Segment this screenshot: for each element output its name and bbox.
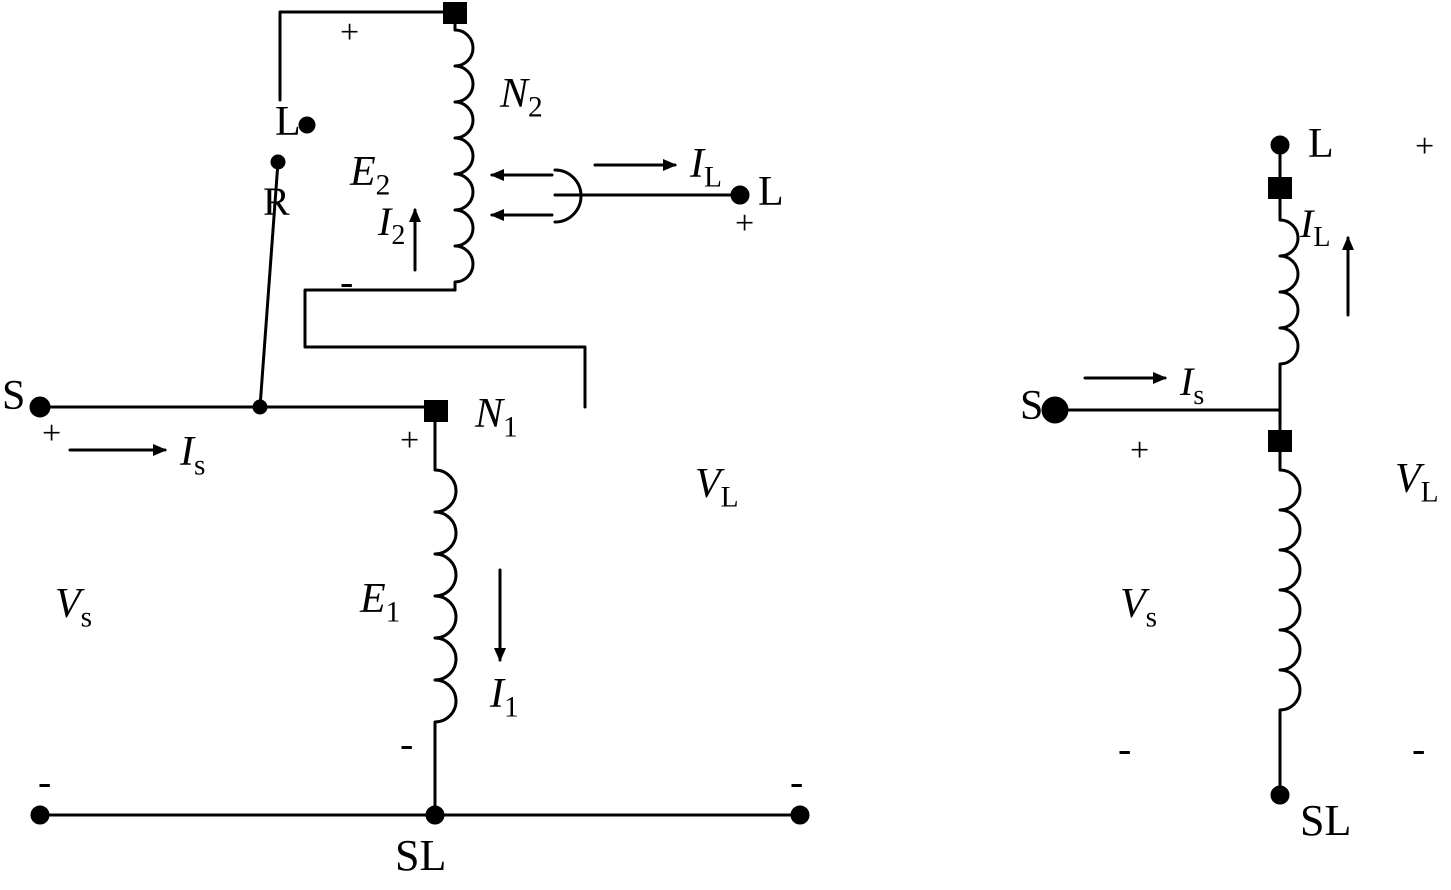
label-vl-right: VL	[1395, 455, 1439, 509]
polarity-dot-bottom-right	[1268, 430, 1292, 452]
label-il-sub: L	[704, 161, 722, 193]
label-il-right-sub: L	[1313, 222, 1330, 253]
label-e1-base: E	[360, 576, 386, 622]
label-minus-s-right: -	[1118, 725, 1131, 772]
label-is-right-sub: s	[1193, 380, 1204, 411]
label-n1: N1	[475, 390, 518, 444]
label-l-right: L	[758, 168, 784, 216]
label-i2-base: I	[378, 199, 391, 244]
label-vs-right-base: V	[1120, 581, 1146, 627]
label-sl-left: SL	[395, 830, 446, 881]
label-n2-sub: 2	[528, 91, 543, 123]
label-n1-sub: 1	[503, 411, 518, 443]
label-plus-n2-top: +	[340, 14, 359, 52]
label-e1-sub: 1	[386, 596, 401, 628]
label-s-right: S	[1020, 382, 1043, 430]
label-vs-left: Vs	[55, 580, 92, 634]
label-sl-right: SL	[1300, 795, 1351, 846]
label-e2-sub: 2	[376, 169, 391, 201]
label-il-left: IL	[690, 140, 722, 194]
label-plus-s: +	[42, 415, 61, 453]
polarity-dot-n1	[424, 400, 448, 422]
terminal-l-top	[300, 118, 314, 132]
node-bottom-left	[32, 807, 48, 823]
coil-n2	[455, 12, 473, 290]
label-s-left: S	[2, 372, 25, 420]
label-is-right-base: I	[1180, 359, 1193, 404]
label-n1-base: N	[475, 391, 503, 437]
label-plus-l-right2: +	[1415, 128, 1434, 166]
label-is-base: I	[180, 429, 194, 475]
label-i1: I1	[490, 670, 519, 724]
terminal-sl-right	[1272, 787, 1288, 803]
label-vs-right-sub: s	[1146, 601, 1157, 633]
wire-n2-top	[280, 12, 455, 100]
label-il-right-base: I	[1300, 201, 1313, 246]
label-e2-base: E	[350, 149, 376, 195]
label-il-right: IL	[1300, 200, 1330, 254]
label-n2: N2	[500, 70, 543, 124]
label-e2: E2	[350, 148, 390, 202]
label-plus-s-right: +	[1130, 432, 1149, 470]
label-is-sub: s	[194, 449, 205, 481]
label-minus-vl-right: -	[1412, 725, 1425, 772]
label-plus-n1: +	[400, 422, 419, 460]
label-vl-left: VL	[695, 460, 739, 514]
label-il-base: I	[690, 141, 704, 187]
coil-top-right	[1280, 175, 1298, 410]
label-vs-sub: s	[81, 601, 92, 633]
label-minus-vl-left: -	[790, 758, 803, 805]
label-i1-sub: 1	[504, 691, 519, 723]
wire-n2-bottom	[305, 290, 585, 407]
coil-n1	[435, 407, 456, 815]
label-vl-sub: L	[721, 481, 739, 513]
polarity-dot-top-right	[1268, 177, 1292, 199]
circuit-diagram	[0, 0, 1451, 890]
polarity-dot-n2	[443, 2, 467, 24]
label-is-right: Is	[1180, 358, 1204, 412]
label-r: R	[263, 178, 290, 225]
label-i2: I2	[378, 198, 405, 252]
label-minus-n2-bottom: -	[340, 258, 353, 305]
node-bottom-right	[792, 807, 808, 823]
label-vs-base: V	[55, 581, 81, 627]
label-n2-base: N	[500, 71, 528, 117]
label-vl-base: V	[695, 461, 721, 507]
label-vs-right: Vs	[1120, 580, 1157, 634]
label-e1: E1	[360, 575, 400, 629]
label-vl-right-sub: L	[1421, 476, 1439, 508]
label-minus-s: -	[38, 758, 51, 805]
terminal-l-right	[732, 187, 748, 203]
coil-bottom-right	[1280, 410, 1300, 790]
label-l-right2: L	[1308, 120, 1334, 168]
label-is-left: Is	[180, 428, 205, 482]
label-i2-sub: 2	[391, 220, 405, 251]
label-vl-right-base: V	[1395, 456, 1421, 502]
label-l-top: L	[275, 98, 301, 146]
label-i1-base: I	[490, 671, 504, 717]
label-plus-l-right: +	[735, 205, 754, 243]
label-minus-n1: -	[400, 720, 413, 767]
